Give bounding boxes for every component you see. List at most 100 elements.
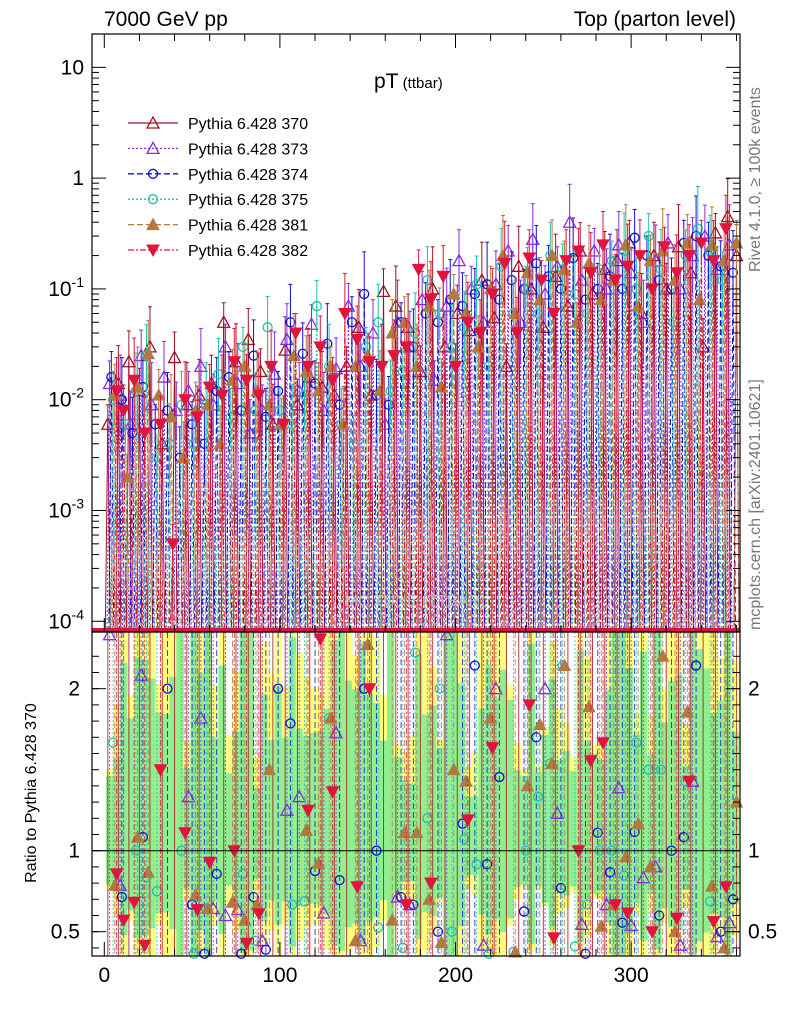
band-green bbox=[323, 709, 332, 915]
series-line bbox=[714, 269, 718, 633]
series-line bbox=[690, 272, 694, 633]
series-line bbox=[584, 313, 588, 633]
band-green bbox=[162, 713, 170, 913]
series-line bbox=[426, 306, 430, 633]
series-line bbox=[527, 272, 531, 633]
series-line bbox=[665, 288, 670, 633]
ratio-point bbox=[385, 913, 400, 926]
data-point bbox=[274, 405, 286, 416]
series-line bbox=[495, 284, 499, 633]
data-point bbox=[619, 237, 633, 251]
series-line bbox=[363, 293, 368, 633]
series-line bbox=[228, 377, 232, 633]
data-point bbox=[531, 258, 542, 269]
series-line bbox=[422, 313, 427, 633]
data-point bbox=[620, 260, 635, 274]
series-line bbox=[182, 399, 186, 633]
series-line bbox=[190, 443, 195, 633]
series-line bbox=[565, 260, 570, 633]
series-line bbox=[261, 410, 266, 633]
data-point bbox=[237, 341, 249, 352]
data-point bbox=[654, 274, 665, 286]
series-line bbox=[528, 288, 532, 633]
series-line bbox=[675, 246, 680, 633]
data-point bbox=[562, 214, 577, 228]
band-green bbox=[337, 632, 346, 951]
data-point bbox=[383, 399, 394, 410]
series-line bbox=[467, 322, 471, 633]
data-point bbox=[474, 272, 489, 286]
data-point bbox=[287, 348, 301, 362]
data-point bbox=[511, 258, 526, 272]
series-line bbox=[159, 424, 164, 633]
series-line bbox=[616, 260, 621, 633]
ratio-point bbox=[550, 805, 565, 819]
series-line bbox=[647, 260, 651, 633]
series-line bbox=[449, 346, 453, 633]
series-line bbox=[655, 260, 659, 633]
series-line bbox=[391, 355, 395, 633]
ratio-point bbox=[334, 875, 345, 886]
series-line bbox=[516, 332, 520, 633]
series-line bbox=[635, 288, 640, 633]
series-line bbox=[379, 390, 383, 633]
data-point bbox=[201, 397, 215, 411]
series-line bbox=[612, 280, 616, 633]
legend-label: Pythia 6.428 381 bbox=[188, 218, 308, 235]
series-line bbox=[665, 242, 669, 633]
data-point bbox=[425, 281, 440, 295]
series-line bbox=[609, 276, 614, 633]
series-line bbox=[709, 250, 714, 633]
ratio-tick-label-right: 1 bbox=[748, 840, 760, 863]
data-point bbox=[239, 374, 254, 388]
series-line bbox=[557, 288, 562, 633]
series-line bbox=[452, 366, 457, 633]
series-line bbox=[123, 410, 127, 633]
series-line bbox=[326, 343, 331, 633]
series-line bbox=[108, 377, 112, 633]
ratio-tick-label-left: 1 bbox=[68, 840, 80, 863]
series-line bbox=[477, 332, 481, 633]
series-line bbox=[591, 250, 595, 633]
band-green bbox=[169, 676, 177, 930]
series-line bbox=[455, 366, 459, 633]
series-line bbox=[717, 266, 722, 633]
series-line bbox=[195, 410, 199, 633]
ratio-point bbox=[251, 908, 266, 921]
series-line bbox=[362, 346, 367, 633]
series-line bbox=[250, 355, 255, 633]
series-line bbox=[689, 255, 694, 633]
rivet-version-label: Rivet 4.1.0, ≥ 100k events bbox=[747, 87, 764, 272]
ratio-point bbox=[532, 791, 544, 802]
series-line bbox=[735, 242, 740, 633]
series-line bbox=[136, 390, 140, 633]
series-line bbox=[724, 216, 729, 633]
series-line bbox=[401, 322, 406, 633]
ratio-point bbox=[162, 683, 173, 694]
series-line bbox=[653, 255, 657, 633]
series-line bbox=[155, 395, 160, 633]
series-line bbox=[596, 269, 601, 633]
data-point bbox=[188, 438, 200, 449]
ratio-point bbox=[631, 816, 645, 830]
series-line bbox=[171, 357, 176, 633]
series-line bbox=[425, 313, 429, 633]
series-line bbox=[216, 390, 220, 633]
data-point bbox=[680, 235, 695, 249]
series-line bbox=[658, 280, 663, 633]
series-line bbox=[700, 346, 704, 633]
series-line bbox=[234, 383, 239, 633]
series-line bbox=[512, 313, 517, 633]
band-green bbox=[358, 642, 367, 945]
series-line bbox=[399, 371, 404, 633]
ratio-point bbox=[390, 889, 405, 903]
series-line bbox=[638, 313, 643, 633]
y-tick-label: 1 bbox=[72, 167, 84, 190]
series-line bbox=[368, 395, 372, 633]
band-green bbox=[569, 771, 578, 887]
series-line bbox=[489, 293, 493, 633]
data-point bbox=[457, 300, 468, 312]
data-point bbox=[167, 350, 182, 364]
ratio-series-3 bbox=[116, 632, 739, 959]
series-line bbox=[468, 288, 472, 633]
